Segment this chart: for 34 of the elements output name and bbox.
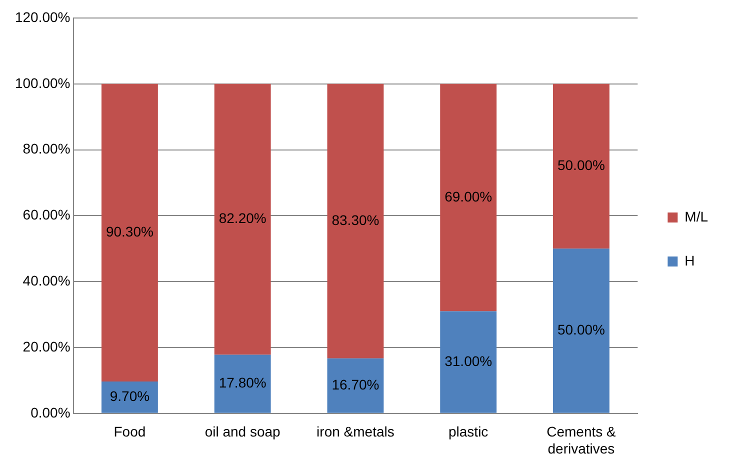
- x-tick-label: plastic: [448, 424, 488, 440]
- data-label: 69.00%: [444, 188, 492, 204]
- bar: [101, 84, 158, 382]
- bar: [440, 84, 497, 312]
- y-tick-label: 80.00%: [22, 140, 70, 157]
- bar: [327, 358, 384, 413]
- bar: [553, 84, 610, 249]
- data-label: 82.20%: [218, 210, 266, 226]
- data-label: 90.30%: [106, 224, 154, 240]
- y-tick-label: 40.00%: [22, 272, 70, 288]
- x-tick-label: oil and soap: [204, 424, 281, 440]
- data-label: 9.70%: [110, 388, 150, 404]
- data-label: 17.80%: [218, 374, 266, 391]
- x-tick-label: iron &metals: [316, 424, 394, 440]
- bar: [101, 381, 158, 413]
- x-tick-label: Cements & derivatives: [546, 424, 617, 456]
- y-tick-label: 60.00%: [22, 206, 70, 223]
- bar: [214, 84, 271, 355]
- y-tick-label: 0.00%: [30, 404, 70, 420]
- bar: [214, 354, 271, 413]
- data-label: 31.00%: [444, 352, 492, 369]
- data-label: 50.00%: [557, 157, 605, 174]
- y-tick-label: 20.00%: [22, 338, 70, 354]
- legend-label: M/L: [684, 208, 708, 224]
- data-label: 16.70%: [332, 376, 380, 392]
- bar: [440, 311, 497, 413]
- x-tick-label: Food: [114, 424, 146, 440]
- y-tick-label: 120.00%: [14, 8, 70, 25]
- bar: [553, 248, 610, 413]
- legend-label: H: [684, 252, 695, 268]
- data-label: 50.00%: [557, 322, 605, 338]
- y-tick-label: 100.00%: [14, 74, 70, 91]
- bar: [327, 84, 384, 358]
- data-label: 83.30%: [332, 212, 380, 228]
